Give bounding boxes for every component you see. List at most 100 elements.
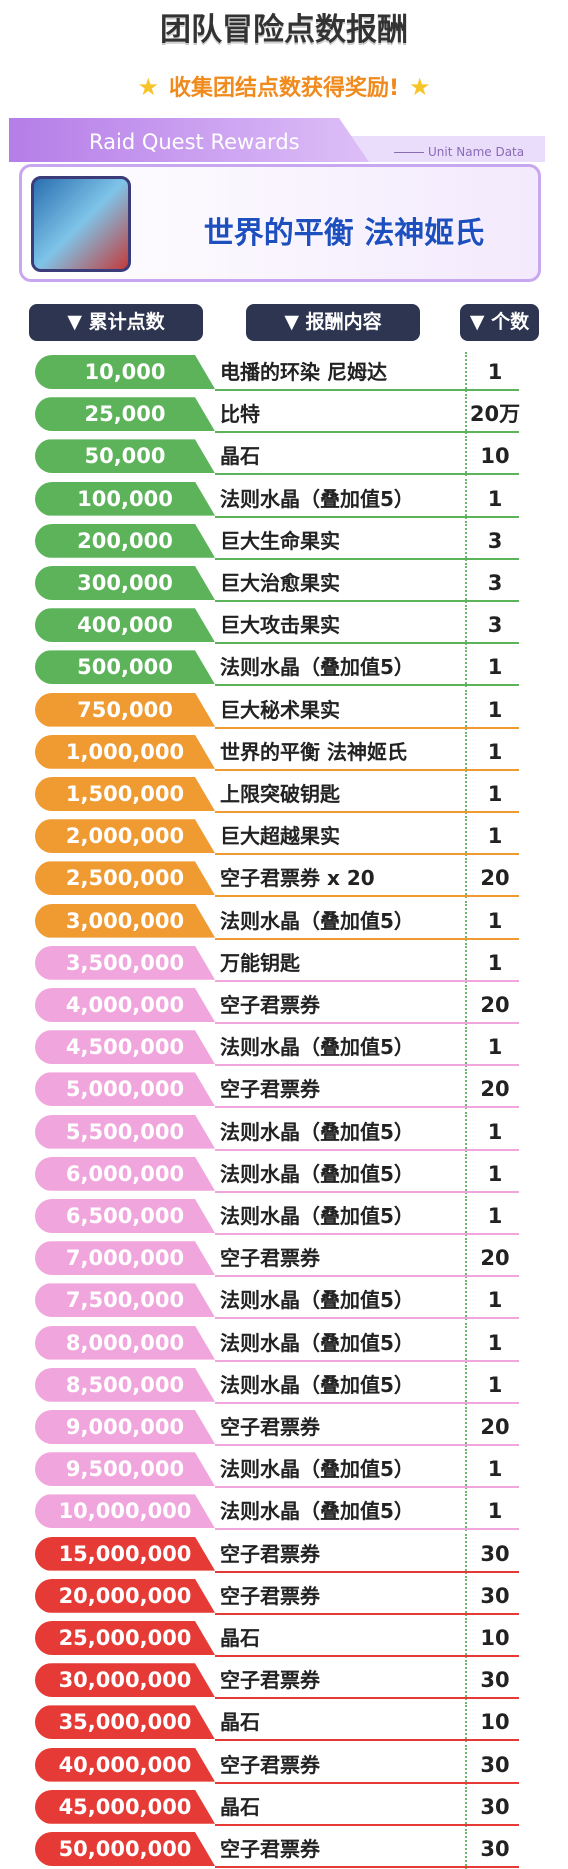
reward-item: 法则水晶（叠加值5） <box>220 1499 414 1524</box>
points-pill: 9,000,000 <box>35 1410 215 1444</box>
row-underline <box>215 726 519 729</box>
separator <box>465 478 467 519</box>
points-pill: 200,000 <box>35 523 215 558</box>
reward-count: 1 <box>487 950 503 975</box>
separator <box>465 563 467 603</box>
points-pill: 45,000,000 <box>35 1789 215 1824</box>
reward-item: 电播的环染 尼姆达 <box>220 360 387 384</box>
points-pill: 100,000 <box>35 481 215 516</box>
points-pill: 4,500,000 <box>35 1030 215 1065</box>
banner-tag: Unit Name Data <box>394 145 524 159</box>
row-underline <box>215 811 519 813</box>
reward-count: 1 <box>487 1161 503 1186</box>
reward-item: 上限突破钥匙 <box>220 782 340 806</box>
separator <box>465 1069 467 1110</box>
points-pill: 10,000 <box>35 355 215 389</box>
reward-count: 1 <box>487 1035 503 1060</box>
reward-count: 1 <box>487 1499 503 1524</box>
row-underline <box>215 684 519 687</box>
points-pill: 400,000 <box>35 608 215 643</box>
column-header: 个数 <box>460 304 539 341</box>
column-header: 累计点数 <box>29 304 203 341</box>
reward-item: 巨大攻击果实 <box>220 613 340 638</box>
points-pill: 8,000,000 <box>35 1325 215 1360</box>
row-underline <box>215 1739 519 1742</box>
reward-count: 30 <box>480 1541 510 1566</box>
separator <box>465 647 467 688</box>
unit-icon <box>31 176 131 272</box>
points-pill: 50,000,000 <box>35 1832 215 1866</box>
reward-count: 1 <box>487 1457 503 1482</box>
reward-count: 1 <box>487 782 503 806</box>
separator <box>465 1829 467 1869</box>
points-pill: 6,000,000 <box>35 1156 215 1191</box>
separator <box>465 689 467 730</box>
reward-count: 30 <box>480 1837 510 1861</box>
reward-item: 万能钥匙 <box>220 950 300 975</box>
separator <box>465 605 467 646</box>
row-underline <box>215 1570 519 1573</box>
points-pill: 1,000,000 <box>35 734 215 769</box>
reward-count: 20 <box>480 1246 510 1271</box>
reward-count: 20 <box>480 993 510 1017</box>
separator <box>465 1575 467 1616</box>
separator <box>465 1744 467 1785</box>
row-underline <box>215 1148 519 1151</box>
separator <box>465 1364 467 1405</box>
reward-count: 1 <box>487 655 503 680</box>
points-pill: 40,000,000 <box>35 1747 215 1782</box>
separator <box>465 900 467 941</box>
reward-item: 空子君票券 <box>220 1246 320 1271</box>
reward-item: 空子君票券 x 20 <box>220 866 375 891</box>
reward-count: 1 <box>487 1204 503 1228</box>
points-pill: 25,000,000 <box>35 1621 215 1655</box>
separator <box>465 1153 467 1194</box>
separator <box>465 1280 467 1321</box>
banner-head <box>9 118 369 162</box>
separator <box>465 1533 467 1574</box>
reward-item: 空子君票券 <box>220 1837 320 1861</box>
row-underline <box>215 1401 519 1404</box>
reward-item: 晶石 <box>220 1626 260 1650</box>
reward-item: 法则水晶（叠加值5） <box>220 1457 414 1482</box>
separator <box>465 1238 467 1279</box>
row-underline <box>215 768 519 771</box>
row-underline <box>215 979 519 982</box>
separator <box>465 520 467 561</box>
banner: Raid Quest Rewards Unit Name Data 世界的平衡 … <box>9 118 545 284</box>
separator <box>465 1111 467 1152</box>
row-underline <box>215 389 519 391</box>
row-underline <box>215 1823 519 1826</box>
points-pill: 3,000,000 <box>35 903 215 938</box>
row-underline <box>215 1022 519 1024</box>
row-underline <box>215 937 519 940</box>
separator <box>465 774 467 814</box>
reward-count: 10 <box>480 444 510 469</box>
reward-item: 空子君票券 <box>220 1415 320 1439</box>
row-underline <box>215 1486 519 1489</box>
row-underline <box>215 1359 519 1362</box>
separator <box>465 352 467 392</box>
row-underline <box>215 1655 519 1657</box>
reward-count: 1 <box>487 697 503 722</box>
unit-name: 世界的平衡 法神姬氏 <box>203 216 485 251</box>
reward-count: 10 <box>480 1710 510 1735</box>
row-underline <box>215 1190 519 1193</box>
row-underline <box>215 1781 519 1784</box>
points-pill: 7,000,000 <box>35 1241 215 1276</box>
separator <box>465 985 467 1025</box>
separator <box>465 1449 467 1490</box>
separator <box>465 1322 467 1363</box>
reward-count: 20 <box>480 1415 510 1439</box>
points-pill: 5,000,000 <box>35 1072 215 1107</box>
reward-count: 1 <box>487 1330 503 1355</box>
points-pill: 8,500,000 <box>35 1367 215 1402</box>
reward-count: 3 <box>487 528 503 553</box>
points-pill: 7,500,000 <box>35 1283 215 1318</box>
reward-item: 法则水晶（叠加值5） <box>220 1204 414 1228</box>
reward-item: 世界的平衡 法神姬氏 <box>220 739 407 764</box>
reward-count: 20 <box>480 1077 510 1102</box>
banner-label: Raid Quest Rewards <box>89 130 300 154</box>
separator <box>465 1618 467 1658</box>
points-pill: 750,000 <box>35 692 215 727</box>
